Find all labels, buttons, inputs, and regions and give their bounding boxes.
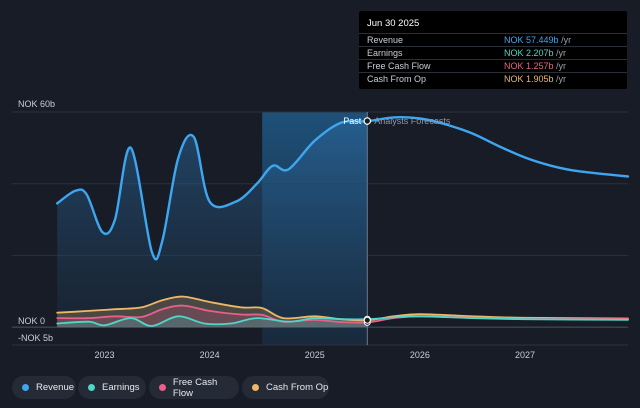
y-axis-label: NOK 60b <box>18 99 55 109</box>
x-axis-tick-label: 2025 <box>305 350 325 360</box>
legend-item-revenue[interactable]: Revenue <box>12 376 76 399</box>
data-tooltip: Jun 30 2025 Revenue NOK 57.449b /yr Earn… <box>359 11 627 89</box>
legend-item-free-cash-flow[interactable]: Free Cash Flow <box>149 376 239 399</box>
series-area-revenue <box>57 121 368 328</box>
tooltip-value: NOK 1.905b /yr <box>504 74 567 84</box>
series-line-revenue <box>56 115 630 261</box>
past-marker-dot <box>363 117 372 125</box>
legend-label: Earnings <box>102 382 140 393</box>
tooltip-value: NOK 57.449b /yr <box>504 35 572 45</box>
legend-dot-icon <box>22 384 29 391</box>
tooltip-row-cash-from-op: Cash From Op NOK 1.905b /yr <box>359 72 627 86</box>
legend-label: Cash From Op <box>266 382 329 393</box>
x-axis-tick-label: 2027 <box>515 350 535 360</box>
series-line-earnings <box>56 315 629 327</box>
y-axis-label: -NOK 5b <box>18 333 53 343</box>
tooltip-label: Revenue <box>367 35 404 45</box>
tooltip-title: Jun 30 2025 <box>367 18 420 29</box>
legend-label: Free Cash Flow <box>172 376 218 399</box>
tooltip-value: NOK 2.207b /yr <box>504 48 567 58</box>
tooltip-row-revenue: Revenue NOK 57.449b /yr <box>359 33 627 47</box>
tooltip-label: Earnings <box>367 48 403 58</box>
series-line-cash-from-op <box>56 295 629 322</box>
x-axis-tick-label: 2026 <box>410 350 430 360</box>
legend-label: Revenue <box>36 382 75 393</box>
legend-dot-icon <box>252 384 259 391</box>
forecast-label: Analysts Forecasts <box>374 116 451 126</box>
series-marker-dot <box>363 316 371 324</box>
legend-dot-icon <box>159 384 166 391</box>
legend-dot-icon <box>88 384 95 391</box>
legend-item-earnings[interactable]: Earnings <box>78 376 146 399</box>
x-axis-tick-label: 2024 <box>200 350 220 360</box>
legend-item-cash-from-op[interactable]: Cash From Op <box>242 376 329 399</box>
tooltip-label: Free Cash Flow <box>367 61 431 71</box>
tooltip-label: Cash From Op <box>367 74 427 84</box>
x-axis-tick-label: 2023 <box>94 350 114 360</box>
tooltip-value: NOK 1.257b /yr <box>504 61 567 71</box>
y-axis-label: NOK 0 <box>18 316 45 326</box>
tooltip-row-free-cash-flow: Free Cash Flow NOK 1.257b /yr <box>359 59 627 73</box>
tooltip-row-earnings: Earnings NOK 2.207b /yr <box>359 46 627 60</box>
past-label: Past <box>343 116 362 126</box>
